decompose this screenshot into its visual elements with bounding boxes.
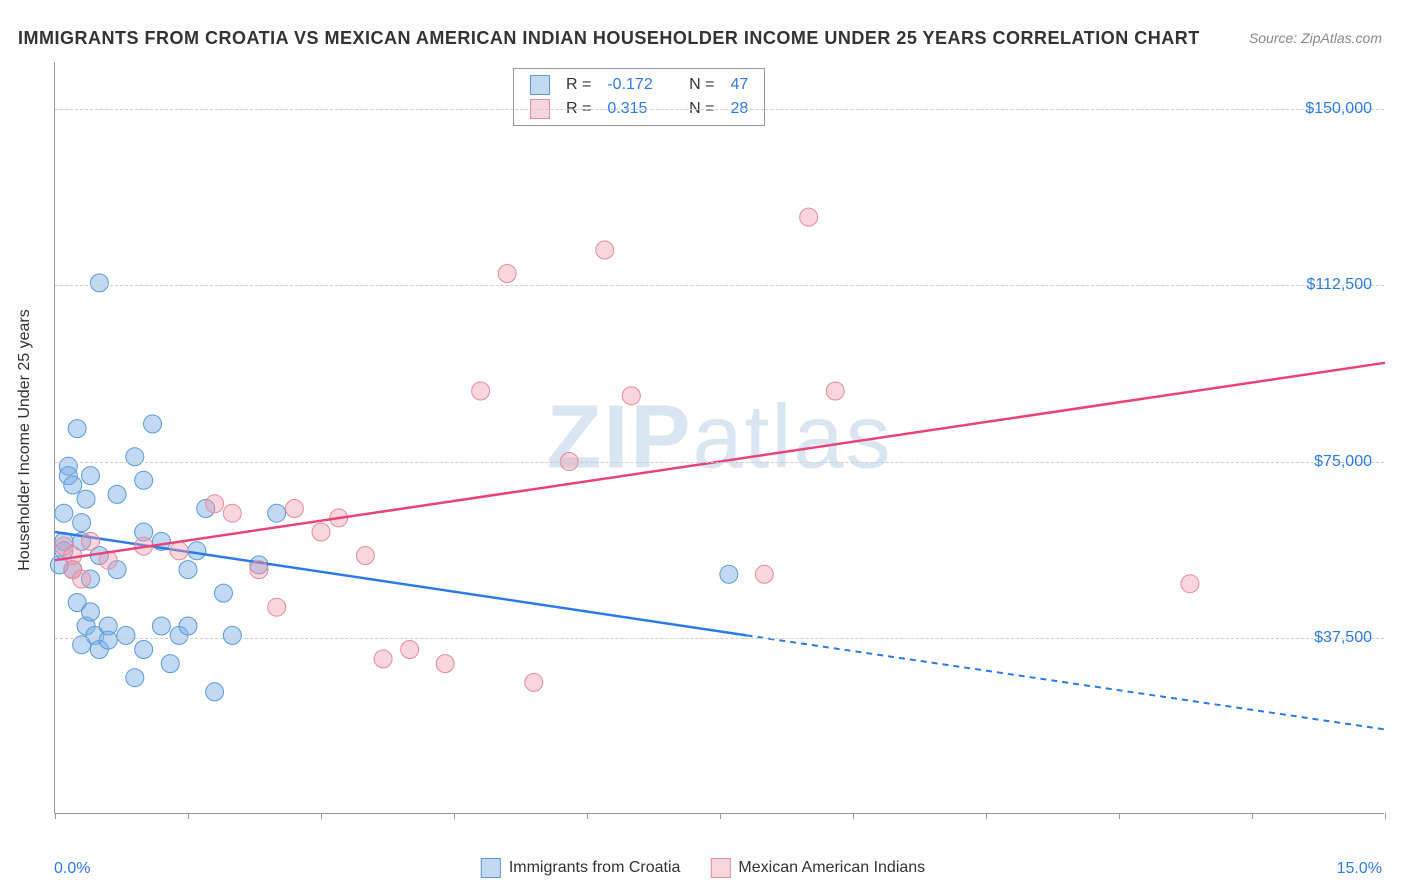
scatter-point xyxy=(285,500,303,518)
x-tick xyxy=(188,813,189,819)
scatter-point xyxy=(312,523,330,541)
scatter-point xyxy=(800,208,818,226)
scatter-point xyxy=(206,495,224,513)
legend-swatch xyxy=(481,858,501,878)
y-tick-label: $112,500 xyxy=(1306,276,1372,294)
scatter-point xyxy=(250,561,268,579)
scatter-point xyxy=(826,382,844,400)
legend-label: Immigrants from Croatia xyxy=(509,859,681,877)
scatter-point xyxy=(720,565,738,583)
scatter-point xyxy=(135,471,153,489)
scatter-point xyxy=(472,382,490,400)
legend-label: Mexican American Indians xyxy=(738,859,925,877)
scatter-point xyxy=(622,387,640,405)
scatter-point xyxy=(223,626,241,644)
scatter-point xyxy=(108,485,126,503)
scatter-point xyxy=(81,532,99,550)
source-label: Source: ZipAtlas.com xyxy=(1249,30,1382,46)
x-tick xyxy=(1252,813,1253,819)
y-tick-label: $75,000 xyxy=(1314,453,1372,471)
scatter-point xyxy=(179,617,197,635)
corr-r-label: R = xyxy=(558,73,599,97)
scatter-point xyxy=(1181,575,1199,593)
chart-svg xyxy=(55,62,1384,813)
scatter-point xyxy=(401,641,419,659)
scatter-point xyxy=(64,476,82,494)
x-axis-min-label: 0.0% xyxy=(54,860,90,878)
scatter-point xyxy=(144,415,162,433)
scatter-point xyxy=(170,542,188,560)
plot-area: ZIPatlas R =-0.172 N =47R =0.315 N =28 $… xyxy=(54,62,1384,814)
corr-swatch xyxy=(530,75,550,95)
scatter-point xyxy=(126,448,144,466)
legend-swatch xyxy=(710,858,730,878)
legend-item: Mexican American Indians xyxy=(710,858,925,878)
corr-n-label: N = xyxy=(681,73,722,97)
scatter-point xyxy=(596,241,614,259)
scatter-point xyxy=(268,504,286,522)
x-tick xyxy=(986,813,987,819)
y-axis-title: Householder Income Under 25 years xyxy=(16,309,34,570)
gridline xyxy=(55,285,1384,286)
corr-n-value: 47 xyxy=(723,73,757,97)
chart-container: IMMIGRANTS FROM CROATIA VS MEXICAN AMERI… xyxy=(0,0,1406,892)
scatter-point xyxy=(55,504,73,522)
scatter-point xyxy=(436,655,454,673)
x-tick xyxy=(587,813,588,819)
legend-item: Immigrants from Croatia xyxy=(481,858,681,878)
scatter-point xyxy=(374,650,392,668)
gridline xyxy=(55,462,1384,463)
scatter-point xyxy=(135,641,153,659)
gridline xyxy=(55,109,1384,110)
gridline xyxy=(55,638,1384,639)
x-tick xyxy=(720,813,721,819)
scatter-point xyxy=(214,584,232,602)
legend: Immigrants from Croatia Mexican American … xyxy=(481,858,925,878)
scatter-point xyxy=(356,547,374,565)
corr-r-value: -0.172 xyxy=(599,73,660,97)
scatter-point xyxy=(81,467,99,485)
scatter-point xyxy=(268,598,286,616)
scatter-point xyxy=(498,265,516,283)
x-tick xyxy=(454,813,455,819)
x-tick xyxy=(1119,813,1120,819)
scatter-point xyxy=(90,274,108,292)
scatter-point xyxy=(81,603,99,621)
scatter-point xyxy=(223,504,241,522)
correlation-box: R =-0.172 N =47R =0.315 N =28 xyxy=(513,68,765,126)
scatter-point xyxy=(68,420,86,438)
y-tick-label: $150,000 xyxy=(1305,100,1372,118)
scatter-point xyxy=(126,669,144,687)
x-axis-max-label: 15.0% xyxy=(1337,860,1382,878)
x-tick xyxy=(1385,813,1386,819)
y-tick-label: $37,500 xyxy=(1314,629,1372,647)
scatter-point xyxy=(179,561,197,579)
scatter-point xyxy=(161,655,179,673)
scatter-point xyxy=(99,631,117,649)
x-tick xyxy=(321,813,322,819)
scatter-point xyxy=(206,683,224,701)
scatter-point xyxy=(73,570,91,588)
scatter-point xyxy=(117,626,135,644)
x-tick xyxy=(853,813,854,819)
scatter-point xyxy=(77,490,95,508)
scatter-point xyxy=(73,514,91,532)
scatter-point xyxy=(188,542,206,560)
chart-title: IMMIGRANTS FROM CROATIA VS MEXICAN AMERI… xyxy=(18,28,1200,49)
scatter-point xyxy=(525,673,543,691)
scatter-point xyxy=(755,565,773,583)
scatter-point xyxy=(152,617,170,635)
trend-line-dashed xyxy=(747,635,1385,729)
x-tick xyxy=(55,813,56,819)
